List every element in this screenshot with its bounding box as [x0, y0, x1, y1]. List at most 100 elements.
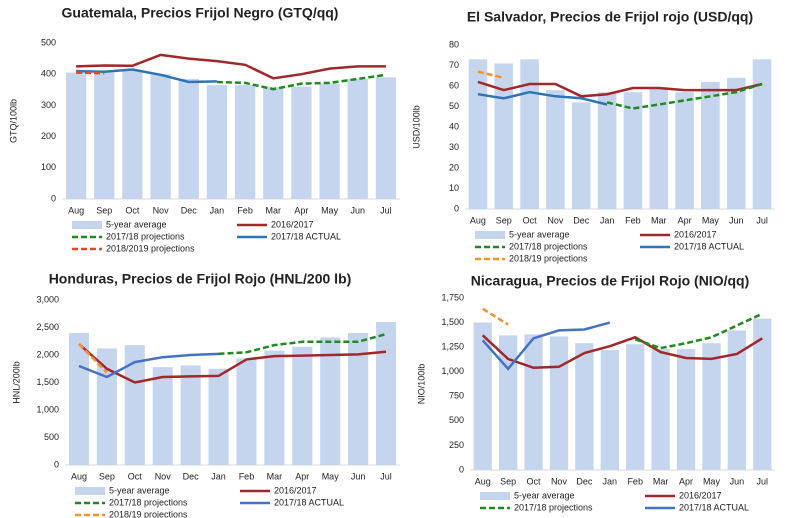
series-line [477, 70, 505, 80]
y-axis-label: USD/100lb [411, 105, 421, 149]
series-line [78, 352, 219, 379]
x-tick-label: Sep [96, 205, 112, 215]
legend-swatch [475, 231, 505, 239]
bar [208, 368, 229, 465]
x-tick-label: Jan [600, 215, 615, 225]
legend-label: 5-year average [514, 490, 575, 500]
y-tick-label: 300 [41, 100, 56, 110]
bar [68, 333, 90, 465]
y-tick-label: 0 [454, 203, 459, 213]
bar [122, 71, 143, 199]
series-line [218, 332, 387, 356]
series-line [78, 343, 108, 374]
x-tick-label: Feb [237, 205, 253, 215]
legend-label: 2016/2017 [274, 485, 317, 495]
y-tick-label: 2,000 [36, 349, 59, 359]
y-tick-label: 60 [449, 80, 459, 90]
y-tick-label: 100 [41, 162, 56, 172]
chart-title: Nicaragua, Precios de Frijol Rojo (NIO/q… [471, 273, 750, 289]
x-tick-label: Aug [475, 476, 491, 486]
bar [375, 77, 397, 199]
legend-label: 2017/18 projections [509, 241, 588, 251]
x-tick-label: Feb [625, 215, 641, 225]
x-tick-label: Dec [181, 205, 198, 215]
x-tick-label: Oct [128, 471, 143, 481]
bar [498, 335, 518, 470]
y-tick-label: 0 [459, 464, 464, 474]
series-line [76, 53, 386, 80]
legend-swatch [480, 492, 510, 500]
x-tick-label: Mar [266, 205, 282, 215]
bar [291, 86, 312, 199]
series-line [216, 73, 387, 91]
bar [623, 92, 643, 209]
legend-label: 2016/2017 [679, 490, 722, 500]
bar [468, 59, 488, 209]
legend-label: 2017/18 ACTUAL [271, 231, 341, 241]
x-tick-label: Nov [155, 471, 172, 481]
x-tick-label: Jul [757, 476, 769, 486]
bar [124, 345, 145, 465]
y-tick-label: 1,500 [36, 377, 59, 387]
x-tick-label: Nov [551, 476, 568, 486]
y-tick-label: 1,000 [36, 404, 59, 414]
y-tick-label: 1,250 [441, 342, 464, 352]
y-tick-label: 250 [449, 440, 464, 450]
legend-swatch [75, 487, 105, 495]
bar [675, 92, 694, 209]
bar [727, 330, 747, 470]
y-tick-label: 500 [44, 432, 59, 442]
bar [600, 350, 619, 470]
x-tick-label: May [702, 215, 720, 225]
bar [473, 322, 492, 470]
x-tick-label: Sep [500, 476, 516, 486]
series-line [76, 71, 105, 75]
bar [319, 83, 340, 199]
bar [150, 74, 171, 199]
x-tick-label: Dec [576, 476, 593, 486]
bar [347, 78, 368, 199]
x-tick-label: Jan [211, 471, 226, 481]
bar [752, 59, 772, 209]
series-line [78, 343, 387, 384]
series-line [634, 312, 763, 350]
chart-title: El Salvador, Precios de Frijol rojo (USD… [467, 9, 753, 25]
x-tick-label: Jun [729, 215, 744, 225]
x-tick-label: Nov [547, 215, 564, 225]
x-tick-label: Mar [651, 215, 667, 225]
bar [524, 334, 543, 470]
bar [206, 85, 228, 199]
y-tick-label: 500 [41, 37, 56, 47]
y-tick-label: 400 [41, 69, 56, 79]
y-axis-label: GTQ/100lb [8, 99, 18, 143]
bar [520, 59, 539, 209]
x-tick-label: May [322, 471, 340, 481]
series-line [481, 334, 763, 370]
legend-label: 2018/19 projections [509, 253, 588, 263]
x-tick-label: Oct [125, 205, 140, 215]
bar [264, 350, 285, 465]
y-tick-label: 750 [449, 391, 464, 401]
x-tick-label: Dec [183, 471, 200, 481]
x-tick-label: May [703, 476, 721, 486]
legend-label: 5-year average [109, 485, 170, 495]
x-tick-label: Apr [678, 215, 692, 225]
y-tick-label: 50 [449, 101, 459, 111]
legend-label: 2017/18 ACTUAL [679, 502, 749, 512]
y-tick-label: 1,500 [441, 317, 464, 327]
y-tick-label: 1,000 [441, 366, 464, 376]
x-tick-label: Jan [603, 476, 618, 486]
bar [702, 343, 721, 470]
bar [571, 102, 591, 209]
y-tick-label: 20 [449, 162, 459, 172]
bar [320, 337, 341, 465]
x-tick-label: Oct [523, 215, 538, 225]
x-tick-label: Jul [380, 205, 392, 215]
y-tick-label: 40 [449, 121, 459, 131]
bar [597, 92, 617, 209]
y-tick-label: 80 [449, 39, 459, 49]
bar [178, 78, 199, 199]
y-tick-label: 70 [449, 60, 459, 70]
y-tick-label: 500 [449, 415, 464, 425]
